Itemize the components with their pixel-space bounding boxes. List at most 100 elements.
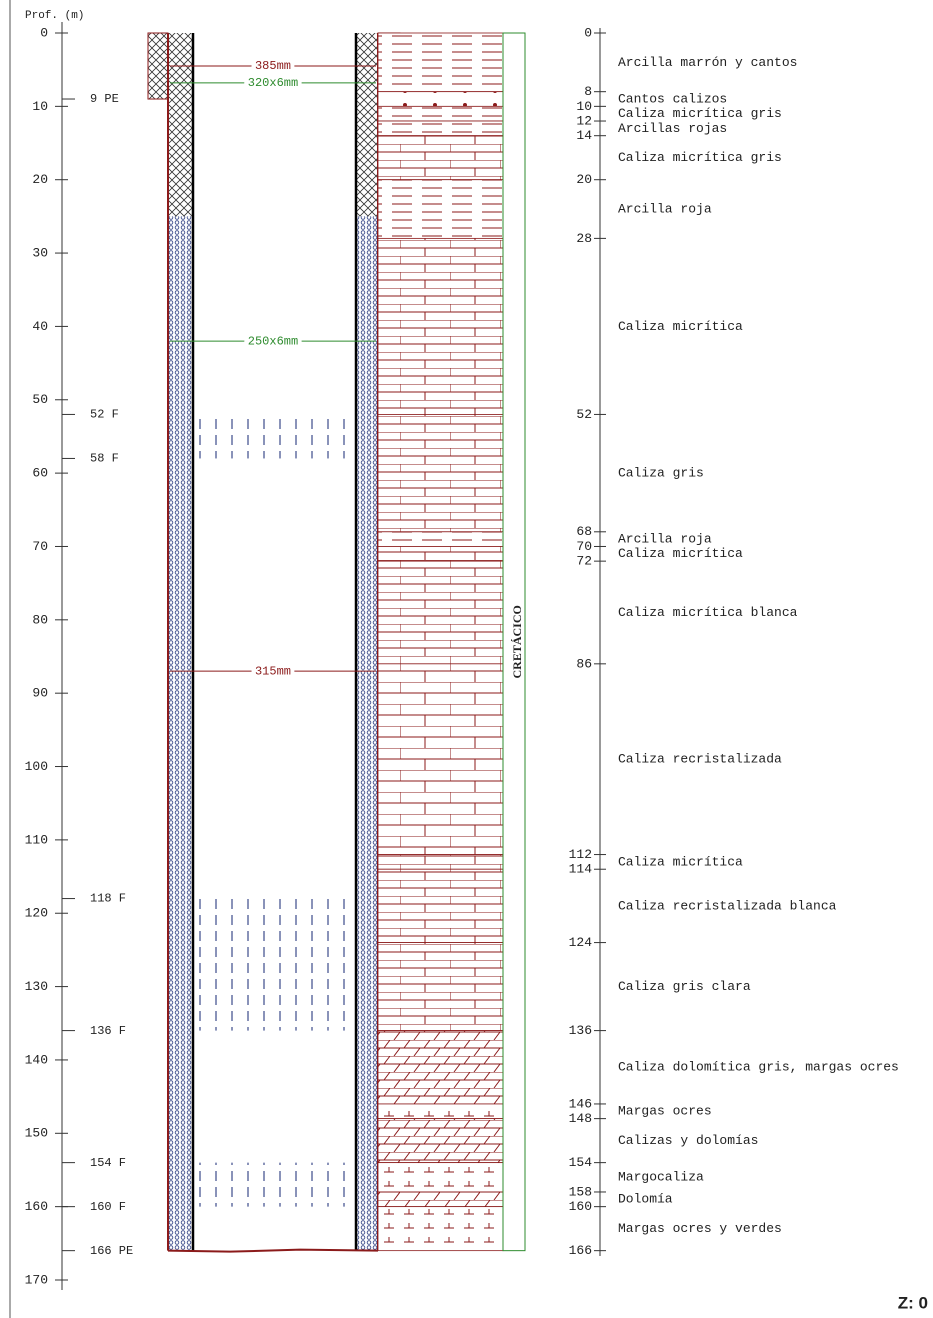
layer-description: Margas ocres y verdes	[618, 1221, 782, 1236]
lithology-layer	[377, 91, 504, 107]
depth-tick-label: 170	[25, 1272, 48, 1287]
lithology-layer	[377, 1191, 504, 1208]
boundary-label: 158	[569, 1184, 592, 1199]
well-mark-label: 118 F	[90, 892, 126, 906]
well-mark-label: 154 F	[90, 1156, 126, 1170]
boundary-label: 114	[569, 862, 593, 877]
annulus-right	[357, 33, 378, 217]
lithology-layer	[377, 560, 504, 665]
boundary-label: 10	[576, 99, 592, 114]
surface-hole-left	[147, 32, 169, 100]
hole-bottom	[167, 1248, 379, 1253]
lithology-layer	[377, 179, 504, 239]
footer-label: Z: 0	[898, 1293, 928, 1312]
boundary-label: 20	[576, 172, 592, 187]
boundary-label: 72	[576, 554, 592, 569]
depth-tick-label: 160	[25, 1199, 48, 1214]
depth-tick-label: 0	[40, 25, 48, 40]
layer-description: Caliza recristalizada blanca	[618, 898, 837, 913]
casing-label: 320x6mm	[248, 76, 298, 90]
well-mark-label: 136 F	[90, 1024, 126, 1038]
lithology-layer	[377, 1162, 504, 1193]
annulus-right	[357, 216, 378, 1251]
lithology-layer	[377, 546, 504, 562]
boundary-label: 166	[569, 1243, 592, 1258]
formation-box	[502, 32, 526, 1252]
layer-description: Caliza micrítica	[618, 319, 743, 334]
boundary-label: 148	[569, 1111, 592, 1126]
depth-tick-label: 60	[32, 466, 48, 481]
layer-description: Margas ocres	[618, 1104, 712, 1119]
lithology-layer	[377, 120, 504, 137]
lithology-layer	[377, 1206, 504, 1252]
lithology-layer	[377, 868, 504, 943]
screen	[197, 1162, 352, 1207]
well-mark-label: 160 F	[90, 1200, 126, 1214]
depth-label: Prof. (m)	[25, 10, 84, 22]
boundary-label: 86	[576, 656, 592, 671]
well-mark-label: 52 F	[90, 408, 119, 422]
lithology-layer	[377, 854, 504, 870]
layer-description: Caliza gris	[618, 466, 704, 481]
depth-tick-label: 90	[32, 686, 48, 701]
well-mark-label: 166 PE	[90, 1244, 133, 1258]
layer-description: Caliza gris clara	[618, 979, 751, 994]
depth-tick-label: 10	[32, 99, 48, 114]
layer-description: Caliza micrítica gris	[618, 106, 782, 121]
lithology-layer	[377, 942, 504, 1032]
layer-description: Arcilla roja	[618, 532, 712, 547]
casing-label: 315mm	[255, 664, 291, 678]
boundary-label: 70	[576, 539, 592, 554]
lithology-layer	[377, 105, 504, 122]
lithology-layer	[377, 237, 504, 415]
lithology-layer	[377, 531, 504, 547]
depth-tick-label: 50	[32, 392, 48, 407]
boundary-label: 136	[569, 1023, 592, 1038]
boundary-label: 52	[576, 407, 592, 422]
layer-description: Arcilla roja	[618, 201, 712, 216]
layer-description: Caliza micrítica gris	[618, 150, 782, 165]
depth-tick-label: 120	[25, 906, 48, 921]
well-mark-label: 58 F	[90, 452, 119, 466]
lithology-layer	[377, 1030, 504, 1105]
lithology-layer	[377, 32, 504, 93]
lithology-layer	[377, 663, 504, 855]
layer-description: Calizas y dolomías	[618, 1133, 758, 1148]
depth-tick-label: 150	[25, 1126, 48, 1141]
lithology-layer	[377, 414, 504, 533]
boundary-label: 124	[569, 935, 593, 950]
annulus-left	[168, 216, 192, 1251]
boundary-label: 8	[584, 84, 592, 99]
boundary-label: 112	[569, 847, 592, 862]
boundary-label: 0	[584, 25, 592, 40]
boundary-label: 154	[569, 1155, 593, 1170]
annulus-left	[168, 33, 192, 217]
depth-tick-label: 20	[32, 172, 48, 187]
layer-description: Arcillas rojas	[618, 121, 727, 136]
layer-description: Margocaliza	[618, 1170, 704, 1185]
casing-label: 250x6mm	[248, 334, 298, 348]
layer-description: Arcilla marrón y cantos	[618, 55, 797, 70]
layer-description: Caliza micrítica blanca	[618, 605, 798, 620]
depth-tick-label: 110	[25, 832, 48, 847]
depth-tick-label: 130	[25, 979, 48, 994]
screen	[197, 898, 352, 1031]
depth-tick-label: 40	[32, 319, 48, 334]
layer-description: Caliza dolomítica gris, margas ocres	[618, 1060, 899, 1075]
layer-description: Caliza micrítica	[618, 546, 743, 561]
screen	[197, 414, 352, 459]
casing-label: 385mm	[255, 59, 291, 73]
boundary-label: 68	[576, 524, 592, 539]
layer-description: Caliza micrítica	[618, 854, 743, 869]
formation-label: CRETÁCICO	[510, 605, 524, 678]
depth-tick-label: 70	[32, 539, 48, 554]
boundary-label: 160	[569, 1199, 592, 1214]
depth-tick-label: 100	[25, 759, 48, 774]
layer-description: Cantos calizos	[618, 91, 727, 106]
boundary-label: 28	[576, 231, 592, 246]
depth-tick-label: 80	[32, 612, 48, 627]
depth-tick-label: 30	[32, 245, 48, 260]
depth-tick-label: 140	[25, 1052, 48, 1067]
boundary-label: 146	[569, 1096, 592, 1111]
